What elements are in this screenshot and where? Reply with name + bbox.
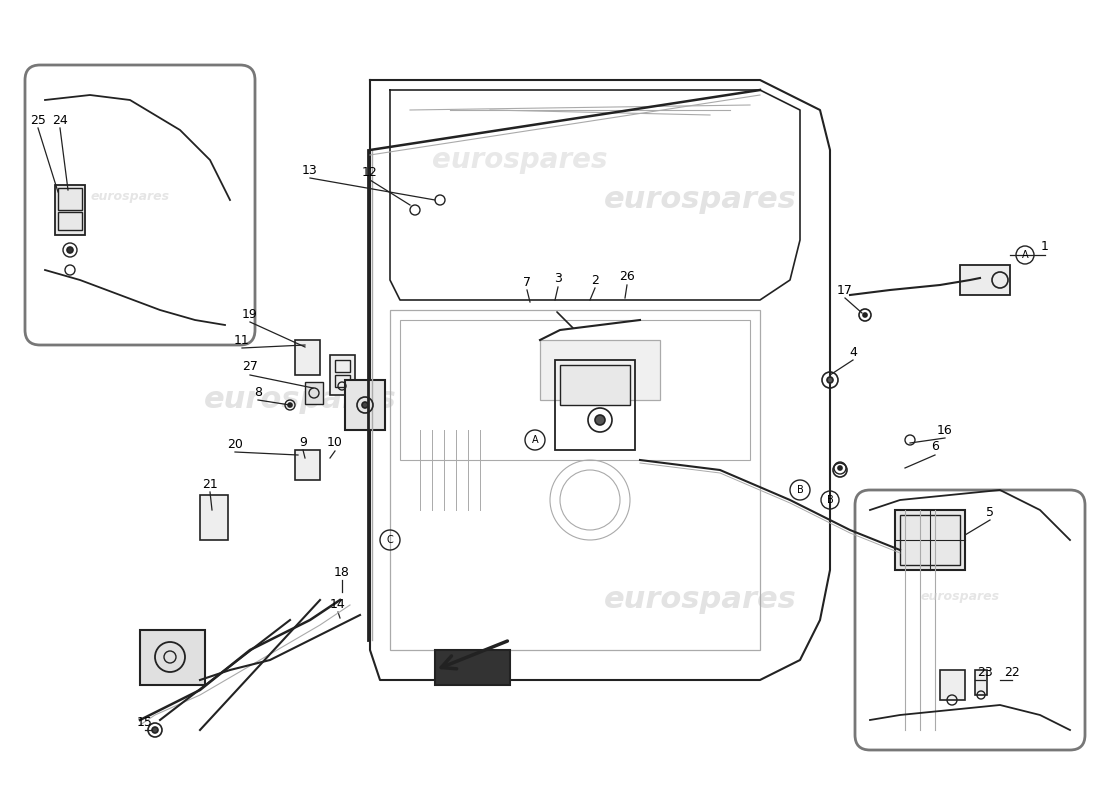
Bar (390, 310, 760, 650)
Text: 2: 2 (591, 274, 598, 286)
Bar (560, 365, 630, 405)
Text: 24: 24 (52, 114, 68, 126)
Text: 27: 27 (242, 361, 257, 374)
Text: eurospares: eurospares (604, 186, 796, 214)
Bar (58, 188, 82, 210)
Bar (895, 510, 965, 570)
Bar (336, 375, 350, 387)
Bar (330, 355, 355, 395)
Text: 17: 17 (837, 283, 852, 297)
Bar (556, 360, 635, 450)
Text: 21: 21 (202, 478, 218, 490)
Bar (900, 515, 960, 565)
Bar (295, 340, 320, 375)
Bar (400, 320, 750, 460)
Circle shape (864, 313, 867, 317)
Circle shape (838, 466, 842, 470)
Bar (55, 185, 85, 235)
Bar (975, 670, 987, 695)
Bar (305, 382, 323, 404)
Bar (140, 630, 205, 685)
Text: 14: 14 (330, 598, 345, 610)
Text: B: B (826, 495, 834, 505)
Text: 22: 22 (1004, 666, 1020, 678)
Text: eurospares: eurospares (604, 586, 796, 614)
Bar (960, 265, 1010, 295)
Text: 11: 11 (234, 334, 250, 346)
Text: 23: 23 (977, 666, 993, 678)
Text: eurospares: eurospares (90, 190, 169, 203)
Text: 10: 10 (327, 437, 343, 450)
Bar (200, 495, 228, 540)
Circle shape (67, 247, 73, 253)
Text: 8: 8 (254, 386, 262, 398)
Circle shape (827, 377, 833, 383)
Text: 20: 20 (227, 438, 243, 450)
Circle shape (362, 402, 369, 408)
Circle shape (152, 727, 158, 733)
Bar (940, 670, 965, 700)
Text: 7: 7 (522, 275, 531, 289)
Text: 16: 16 (937, 423, 953, 437)
Text: C: C (386, 535, 394, 545)
Text: 4: 4 (849, 346, 857, 358)
Text: eurospares: eurospares (921, 590, 1000, 603)
Text: eurospares: eurospares (432, 146, 607, 174)
Text: 25: 25 (30, 114, 46, 126)
Text: 12: 12 (362, 166, 378, 178)
Text: B: B (796, 485, 803, 495)
Bar (336, 360, 350, 372)
Text: 18: 18 (334, 566, 350, 578)
Bar (540, 340, 660, 400)
Text: eurospares: eurospares (204, 386, 396, 414)
Text: 5: 5 (986, 506, 994, 518)
Text: A: A (1022, 250, 1028, 260)
Circle shape (595, 415, 605, 425)
Circle shape (288, 403, 292, 407)
Text: A: A (531, 435, 538, 445)
Bar (345, 380, 385, 430)
Text: 13: 13 (302, 163, 318, 177)
Bar (58, 212, 82, 230)
Text: 15: 15 (138, 715, 153, 729)
Text: 9: 9 (299, 435, 307, 449)
Text: 1: 1 (1041, 241, 1049, 254)
Text: 19: 19 (242, 307, 257, 321)
Bar (434, 650, 510, 685)
Text: 6: 6 (931, 441, 939, 454)
Text: 3: 3 (554, 273, 562, 286)
Text: 26: 26 (619, 270, 635, 283)
Bar (295, 450, 320, 480)
